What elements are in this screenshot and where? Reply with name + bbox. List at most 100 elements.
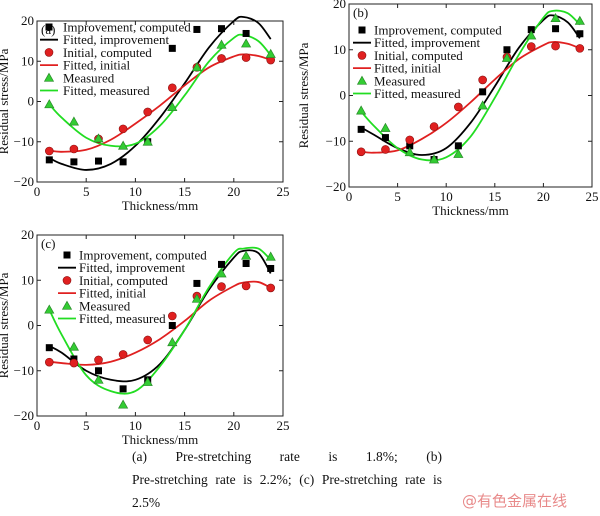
x-axis-label: Thickness/mm [432, 203, 509, 218]
caption-line-3: 2.5% [132, 495, 161, 510]
y-tick-label: −10 [326, 133, 346, 148]
data-point-square [242, 29, 250, 37]
legend-label: Fitted, improvement [374, 35, 481, 50]
data-point-circle [356, 147, 366, 157]
y-tick-label: −20 [14, 174, 34, 189]
data-point-triangle [118, 140, 129, 150]
data-point-square [45, 344, 53, 352]
x-tick-label: 25 [277, 418, 290, 433]
y-tick-label: −20 [326, 179, 346, 194]
x-tick-label: 5 [394, 189, 401, 204]
data-point-triangle [68, 116, 79, 126]
data-point-triangle [265, 251, 276, 261]
x-tick-label: 20 [227, 184, 240, 199]
legend-label: Fitted, improvement [63, 32, 170, 47]
y-tick-label: 20 [333, 0, 346, 11]
data-point-circle [381, 145, 390, 154]
data-point-triangle [380, 122, 391, 132]
data-point-square [168, 322, 176, 329]
legend-label: Fitted, initial [374, 61, 442, 76]
data-point-circle [454, 102, 463, 112]
data-point-square [193, 279, 201, 287]
chart-panel-c: 0 5 10 15 20 25 −20 −10 0 10 20 Thickness/mm Residua… [0, 227, 290, 447]
legend-label: Fitted, measured [374, 86, 461, 101]
data-point-square [527, 26, 535, 34]
data-point-square [479, 88, 487, 96]
data-point-triangle [428, 154, 440, 164]
data-point-circle [575, 44, 585, 53]
x-tick-label: 5 [83, 418, 90, 433]
panel-label: (c) [41, 236, 55, 251]
data-point-circle [551, 41, 560, 51]
data-point-triangle [44, 99, 55, 109]
data-point-circle [217, 54, 226, 63]
x-axis-label: Thickness/mm [122, 198, 199, 213]
data-point-square [406, 142, 414, 150]
data-point-triangle [526, 30, 537, 40]
data-point-triangle [501, 52, 513, 62]
data-point-triangle [167, 337, 178, 347]
legend-label: Measured [374, 73, 426, 88]
data-point-circle [429, 122, 439, 131]
legend-label: Initial, computed [374, 48, 463, 63]
legend-label: Fitted, measured [79, 311, 166, 326]
data-point-circle [241, 281, 251, 291]
data-point-triangle [44, 304, 55, 314]
x-tick-label: 15 [488, 189, 501, 204]
data-point-triangle [356, 105, 367, 115]
data-point-square [267, 264, 275, 272]
y-tick-label: 0 [28, 94, 35, 109]
fitted-curve-2 [48, 246, 272, 395]
data-point-square [193, 25, 201, 33]
data-point-triangle [265, 48, 276, 58]
legend-marker [45, 23, 53, 31]
x-tick-label: 5 [83, 184, 90, 199]
data-point-square [552, 25, 560, 33]
x-tick-label: 0 [34, 418, 41, 433]
legend-label: Fitted, measured [63, 83, 150, 98]
legend-marker [358, 26, 366, 34]
legend-label: Initial, computed [63, 45, 152, 60]
data-point-square [454, 142, 462, 150]
x-axis-label: Thickness/mm [122, 432, 199, 447]
legend-label: Measured [63, 70, 115, 85]
data-point-triangle [241, 250, 252, 260]
y-tick-label: 20 [21, 13, 34, 28]
legend-marker [62, 276, 72, 285]
y-tick-label: 0 [28, 318, 35, 333]
data-point-square [242, 260, 250, 268]
data-point-triangle [142, 376, 153, 386]
data-point-circle [405, 135, 415, 145]
data-point-square [119, 158, 127, 166]
data-point-circle [478, 75, 487, 85]
data-point-square [357, 125, 365, 133]
data-point-triangle [93, 374, 104, 384]
legend-label: Initial, computed [79, 273, 168, 288]
data-point-circle [526, 42, 536, 51]
data-point-circle [69, 144, 79, 154]
data-point-triangle [453, 148, 464, 158]
caption-line-1: (a) Pre-stretching rate is 1.8%; (b) [132, 449, 442, 464]
y-tick-label: −10 [14, 134, 34, 149]
data-point-circle [143, 335, 152, 345]
data-point-circle [143, 107, 152, 117]
chart-panel-b: 0 5 10 15 20 25 −20 −10 0 10 20 Thickness/mm Residua… [296, 0, 599, 218]
watermark: @有色金属在线 [462, 492, 568, 510]
data-point-circle [94, 355, 103, 365]
chart-panel-a: 0 5 10 15 20 25 −20 −10 0 10 20 Thickness/mm Residua… [0, 13, 290, 213]
data-point-triangle [241, 38, 252, 48]
x-tick-label: 15 [178, 184, 191, 199]
data-point-square [95, 157, 102, 165]
fitted-curve-0 [48, 15, 272, 171]
x-tick-label: 25 [277, 184, 290, 199]
y-tick-label: −20 [14, 408, 34, 423]
data-point-square [503, 46, 511, 54]
x-tick-label: 10 [129, 418, 142, 433]
fitted-curve-2 [360, 9, 581, 162]
x-tick-label: 10 [129, 184, 142, 199]
legend-marker [357, 51, 367, 60]
x-tick-label: 10 [440, 189, 453, 204]
y-tick-label: 10 [21, 53, 34, 68]
data-point-circle [168, 311, 177, 321]
